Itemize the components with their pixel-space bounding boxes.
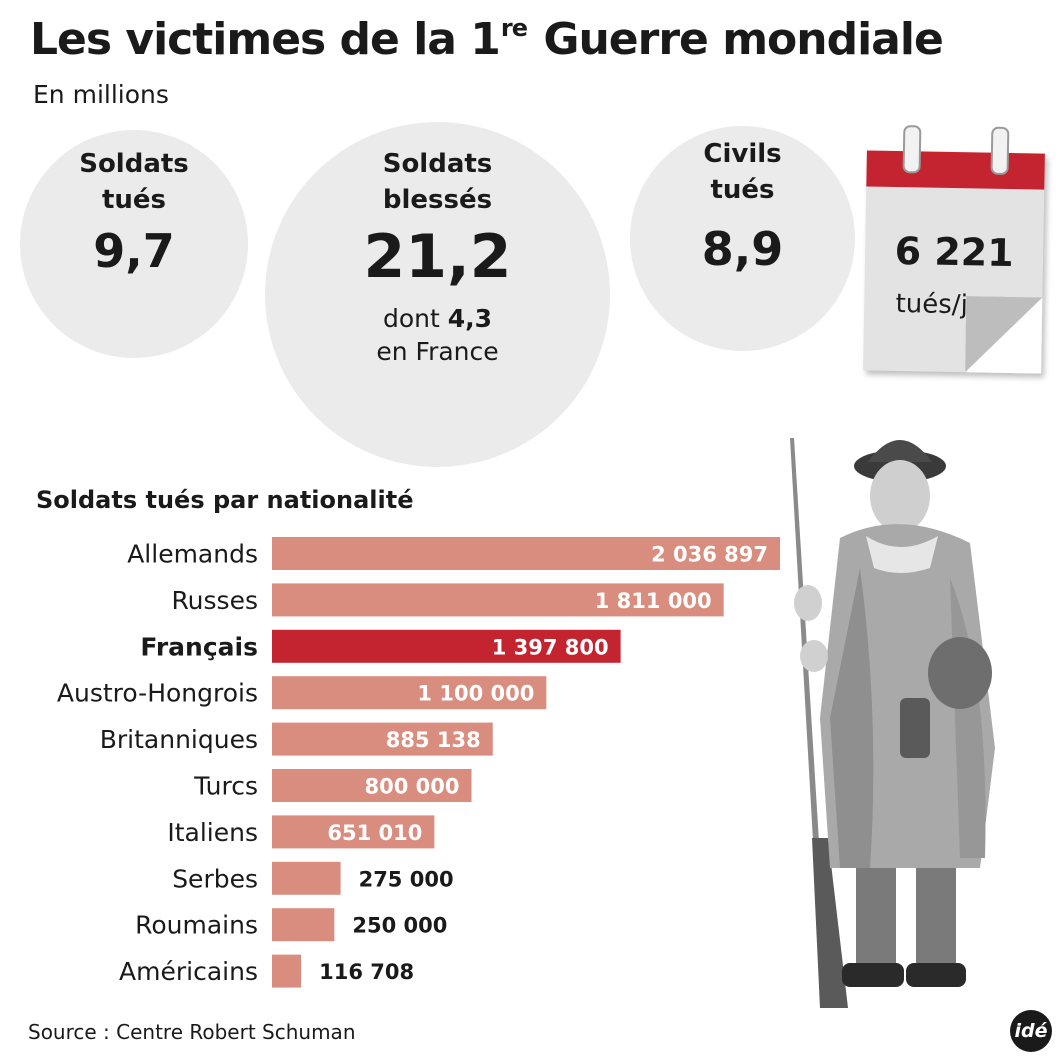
category-label: Britanniques	[100, 725, 258, 754]
stat-soldiers-wounded: Soldats blessés 21,2 dont 4,3 en France	[265, 122, 610, 467]
bar-9	[272, 954, 302, 988]
value-label: 250 000	[352, 914, 447, 938]
stat-note: dont 4,3 en France	[376, 304, 499, 366]
value-label: 651 010	[327, 821, 422, 845]
source-note: Source : Centre Robert Schuman	[28, 1020, 356, 1044]
bar-0	[272, 537, 780, 570]
category-label: Russes	[171, 586, 258, 615]
stat-soldiers-killed: Soldats tués 9,7	[20, 130, 248, 358]
stat-label: Soldats blessés	[382, 149, 493, 215]
page-subtitle: En millions	[33, 80, 169, 109]
title-superscript: re	[500, 14, 528, 42]
category-label: Italiens	[167, 818, 258, 847]
bar-6	[272, 815, 435, 849]
value-label: 275 000	[359, 867, 454, 891]
chart-title: Soldats tués par nationalité	[36, 486, 414, 514]
bar-2	[272, 629, 621, 663]
bar-7	[272, 861, 341, 895]
category-label: Américains	[119, 957, 258, 986]
stat-value: 9,7	[93, 224, 175, 278]
category-label: Roumains	[135, 911, 258, 940]
stat-label: Civils tués	[703, 139, 782, 205]
bar-5	[272, 769, 472, 802]
category-label: Allemands	[127, 540, 258, 569]
stat-value: 8,9	[701, 222, 784, 276]
category-label: Français	[140, 632, 258, 661]
value-label: 800 000	[365, 775, 460, 799]
stat-value: 21,2	[363, 222, 512, 292]
stat-civilians-killed: Civils tués 8,9	[630, 126, 855, 351]
stat-note-value: 4,3	[447, 304, 493, 333]
soldier-illustration-icon	[790, 438, 995, 1008]
value-label: 1 100 000	[417, 682, 534, 706]
category-label: Turcs	[193, 772, 258, 801]
value-label: 116 708	[319, 960, 414, 984]
category-label: Austro-Hongrois	[57, 679, 258, 708]
bar-1	[272, 583, 724, 617]
stat-label: Soldats tués	[79, 149, 189, 215]
value-label: 1 397 800	[492, 635, 609, 659]
value-label: 1 811 000	[595, 589, 712, 613]
value-label: 885 138	[386, 728, 481, 752]
publisher-logo: idé	[1010, 1010, 1052, 1052]
category-label: Serbes	[172, 864, 258, 893]
bar-8	[272, 908, 335, 942]
value-label: 2 036 897	[651, 543, 768, 567]
soldier-body-icon	[794, 440, 995, 987]
page-title: Les victimes de la 1re Guerre mondiale	[30, 14, 944, 65]
bar-3	[272, 676, 547, 710]
bar-4	[272, 722, 493, 756]
